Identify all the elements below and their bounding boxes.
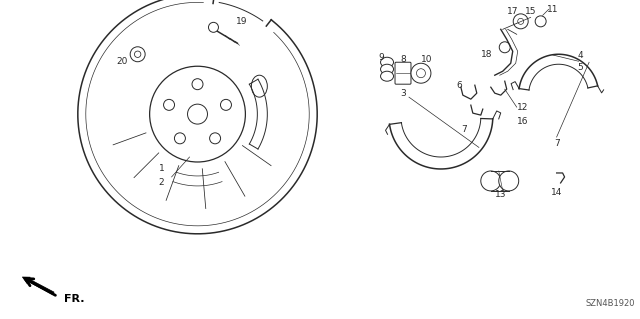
Text: SZN4B1920: SZN4B1920 bbox=[586, 299, 636, 308]
Ellipse shape bbox=[381, 71, 394, 81]
Text: 10: 10 bbox=[421, 55, 433, 64]
Circle shape bbox=[411, 63, 431, 83]
Text: 6: 6 bbox=[456, 81, 461, 90]
Text: 17: 17 bbox=[507, 7, 518, 16]
Text: 18: 18 bbox=[481, 50, 493, 59]
Text: 15: 15 bbox=[525, 7, 536, 16]
Circle shape bbox=[481, 171, 500, 191]
Circle shape bbox=[499, 42, 510, 53]
Text: 2: 2 bbox=[159, 178, 164, 188]
Text: 13: 13 bbox=[495, 190, 506, 199]
Text: 4: 4 bbox=[578, 51, 584, 60]
FancyBboxPatch shape bbox=[395, 62, 411, 84]
Text: 12: 12 bbox=[517, 103, 529, 112]
Circle shape bbox=[518, 19, 524, 24]
Text: 14: 14 bbox=[551, 189, 563, 197]
Circle shape bbox=[513, 14, 528, 29]
Text: 11: 11 bbox=[547, 5, 558, 14]
Text: 1: 1 bbox=[159, 165, 164, 174]
Text: 20: 20 bbox=[116, 57, 127, 66]
Ellipse shape bbox=[381, 57, 394, 67]
Text: 16: 16 bbox=[517, 117, 529, 126]
Text: 8: 8 bbox=[400, 55, 406, 64]
Text: 9: 9 bbox=[378, 53, 384, 62]
Ellipse shape bbox=[381, 64, 394, 74]
Circle shape bbox=[535, 16, 546, 27]
Circle shape bbox=[417, 69, 426, 78]
Text: FR.: FR. bbox=[64, 294, 84, 304]
Text: 5: 5 bbox=[578, 63, 584, 72]
Text: 19: 19 bbox=[236, 17, 247, 26]
Text: 7: 7 bbox=[554, 138, 559, 148]
Circle shape bbox=[499, 171, 518, 191]
Text: 3: 3 bbox=[400, 89, 406, 98]
Text: 7: 7 bbox=[461, 125, 467, 134]
